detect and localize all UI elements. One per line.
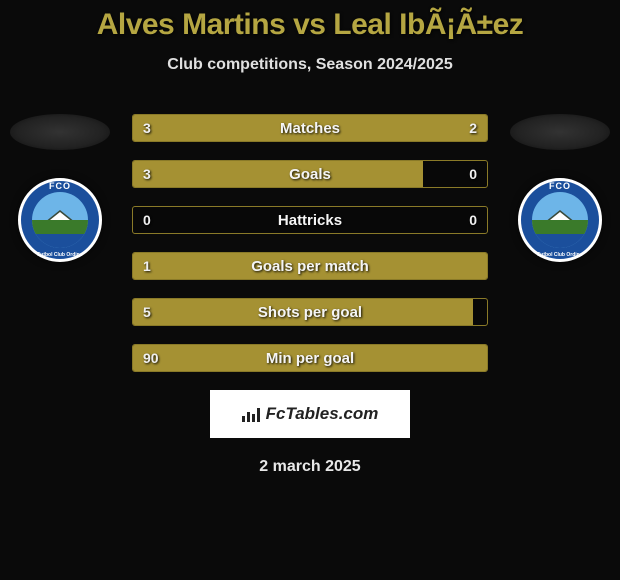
stat-row: 30Goals [132, 160, 488, 188]
stat-row: 00Hattricks [132, 206, 488, 234]
metric-label: Goals [133, 161, 487, 187]
comparison-chart: FCO Futbol Club Ordino FCO Futbol Club O… [0, 114, 620, 372]
metric-label: Matches [133, 115, 487, 141]
stat-row: 90Min per goal [132, 344, 488, 372]
watermark: FcTables.com [210, 390, 410, 438]
player-left-column: FCO Futbol Club Ordino [0, 114, 120, 262]
stat-row: 5Shots per goal [132, 298, 488, 326]
crest-abbrev: FCO [518, 181, 602, 191]
stat-bars: 32Matches 30Goals 00Hattricks 1Goals per ma… [132, 114, 488, 372]
chart-icon [242, 406, 262, 422]
club-crest-right: FCO Futbol Club Ordino [518, 178, 602, 262]
metric-label: Hattricks [133, 207, 487, 233]
crest-text: Futbol Club Ordino [18, 252, 102, 258]
subtitle: Club competitions, Season 2024/2025 [0, 56, 620, 74]
page-title: Alves Martins vs Leal IbÃ¡Ã±ez [0, 0, 620, 42]
stat-row: 1Goals per match [132, 252, 488, 280]
crest-text: Futbol Club Ordino [518, 252, 602, 258]
stat-row: 32Matches [132, 114, 488, 142]
shadow-ellipse [510, 114, 610, 150]
metric-label: Min per goal [133, 345, 487, 371]
club-crest-left: FCO Futbol Club Ordino [18, 178, 102, 262]
metric-label: Goals per match [133, 253, 487, 279]
watermark-text: FcTables.com [266, 404, 379, 424]
metric-label: Shots per goal [133, 299, 487, 325]
player-right-column: FCO Futbol Club Ordino [500, 114, 620, 262]
date-label: 2 march 2025 [0, 458, 620, 476]
shadow-ellipse [10, 114, 110, 150]
crest-abbrev: FCO [18, 181, 102, 191]
